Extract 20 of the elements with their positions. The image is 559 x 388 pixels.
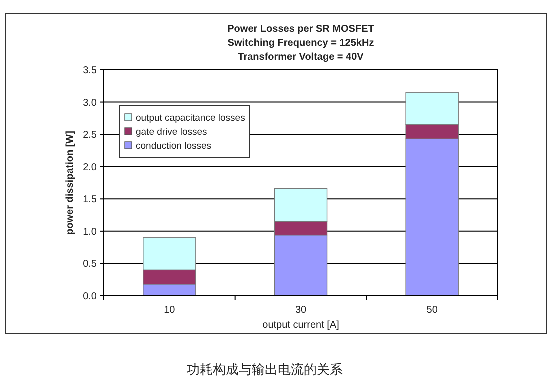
y-tick-label: 2.0 <box>83 162 98 174</box>
x-axis-title: output current [A] <box>262 320 340 331</box>
y-tick-label: 1.0 <box>83 226 98 238</box>
y-tick-label: 3.5 <box>83 66 98 76</box>
y-tick-label: 2.5 <box>83 130 98 142</box>
legend-label: gate drive losses <box>136 127 208 138</box>
chart-title: Power Losses per SR MOSFET <box>228 24 374 35</box>
y-axis-title: power dissipation [W] <box>65 131 76 235</box>
y-tick-label: 0.5 <box>83 259 98 270</box>
y-tick-label: 0.0 <box>83 292 98 302</box>
text: Transformer Voltage = 40V <box>238 52 364 63</box>
chart-subtitle: Switching Frequency = 125kHz <box>228 38 374 49</box>
y-tick-label: 3.0 <box>83 98 98 109</box>
legend-label: output capacitance losses <box>136 113 246 124</box>
text: 功耗构成与输出电流的关系 <box>187 362 343 378</box>
x-tick-label: 30 <box>295 305 307 316</box>
legend-label: conduction losses <box>136 141 212 152</box>
x-tick-label: 10 <box>164 305 176 316</box>
y-tick-label: 1.5 <box>83 194 98 206</box>
x-tick-label: 50 <box>426 305 438 316</box>
